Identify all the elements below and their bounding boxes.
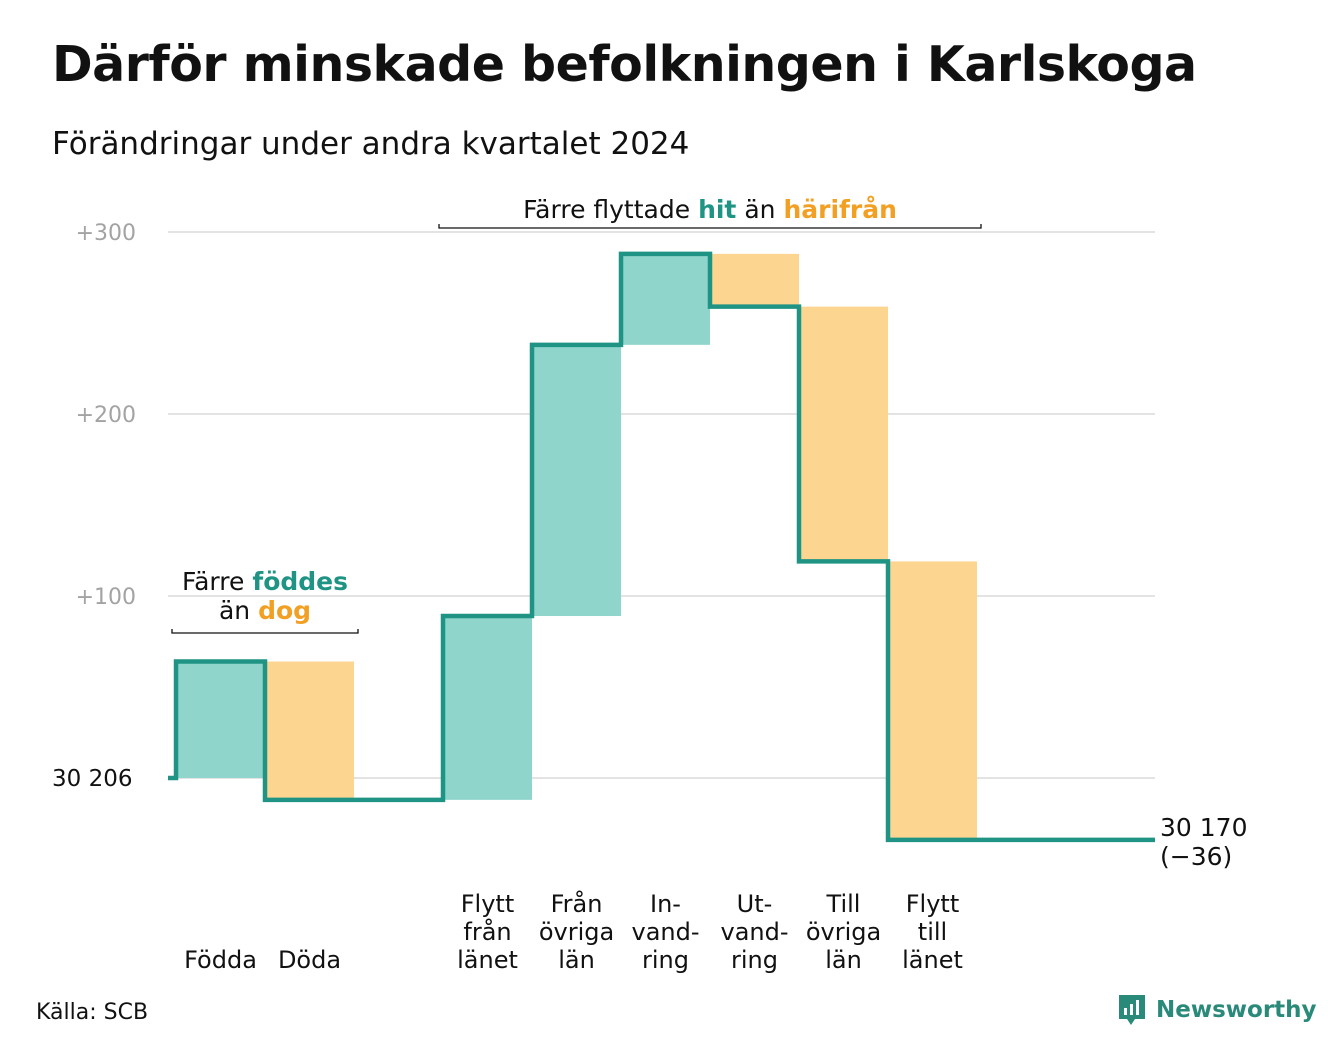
category-label-7-2: län [825, 946, 862, 974]
waterfall-bar-0 [176, 661, 265, 778]
waterfall-bar-8 [888, 561, 977, 840]
category-label-5-2: ring [642, 946, 689, 974]
annotation-births-line2-part-0: än [219, 596, 258, 625]
category-label-4-1: övriga [539, 918, 614, 946]
annotation-migration-part-0: Färre flyttade [523, 195, 698, 224]
waterfall-bar-4 [532, 344, 621, 617]
category-label-6-0: Ut- [737, 890, 773, 918]
brand-name: Newsworthy [1156, 997, 1317, 1023]
y-tick-label-2: +300 [76, 221, 136, 246]
annotation-migration-part-1: hit [698, 195, 736, 224]
annotation-births-line1-part-1: föddes [252, 567, 348, 596]
annotation-migration-bracket [438, 224, 982, 229]
end-value-label-0: 30 170 [1160, 813, 1247, 842]
annotation-births-line1-part-0: Färre [182, 567, 252, 596]
chart-title: Därför minskade befolkningen i Karlskoga [52, 36, 1197, 93]
y-tick-label-1: +200 [76, 403, 136, 428]
waterfall-bar-1 [265, 661, 354, 800]
start-value-label: 30 206 [52, 766, 132, 792]
annotation-migration-part-2: än [736, 195, 783, 224]
category-label-3-1: från [463, 917, 511, 946]
category-label-7-1: övriga [806, 918, 881, 946]
annotation-migration: Färre flyttade hit än härifrån [523, 195, 897, 224]
category-label-8-2: länet [902, 946, 963, 974]
category-label-8-1: till [918, 918, 947, 946]
y-tick-label-0: +100 [76, 585, 136, 610]
category-label-6-1: vand- [720, 918, 788, 946]
annotation-births-line1: Färre föddes [182, 567, 348, 596]
category-label-4-0: Från [551, 889, 603, 918]
category-label-1-0: Döda [278, 946, 341, 974]
chart-subtitle: Förändringar under andra kvartalet 2024 [52, 126, 690, 162]
category-label-8-0: Flytt [906, 890, 960, 918]
category-label-0-0: Födda [184, 946, 257, 974]
category-label-6-2: ring [731, 946, 778, 974]
annotation-births-line2: än dog [219, 596, 311, 625]
category-label-5-0: In- [650, 890, 681, 918]
end-value-label-1: (−36) [1160, 842, 1232, 871]
annotation-births-line2-part-1: dog [258, 596, 311, 625]
waterfall-bar-3 [443, 616, 532, 800]
waterfall-bar-5 [621, 253, 710, 345]
category-label-3-0: Flytt [461, 890, 515, 918]
source-note: Källa: SCB [36, 1000, 149, 1025]
category-label-3-2: länet [457, 946, 518, 974]
waterfall-bar-6 [710, 253, 799, 307]
category-label-4-2: län [558, 946, 595, 974]
category-label-5-1: vand- [631, 918, 699, 946]
waterfall-bar-7 [799, 306, 888, 562]
cumulative-step-line [168, 251, 1155, 843]
category-label-7-0: Till [826, 890, 861, 918]
annotation-migration-part-3: härifrån [783, 195, 896, 224]
newsworthy-logo: Newsworthy [1116, 992, 1317, 1028]
newsworthy-logo-icon [1119, 995, 1145, 1025]
annotation-births-bracket [171, 629, 359, 634]
